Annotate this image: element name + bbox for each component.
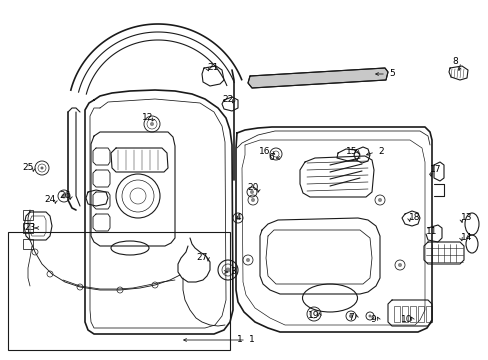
- Bar: [23, 210, 33, 220]
- Circle shape: [250, 198, 254, 202]
- Circle shape: [236, 216, 240, 220]
- Text: 4: 4: [235, 213, 240, 222]
- Text: 3: 3: [230, 267, 235, 276]
- Text: 12: 12: [142, 113, 153, 122]
- Bar: [23, 223, 33, 233]
- Text: 26: 26: [59, 192, 71, 201]
- Circle shape: [397, 263, 401, 267]
- Bar: [23, 239, 33, 249]
- Text: 24: 24: [44, 195, 56, 204]
- Text: 18: 18: [408, 213, 420, 222]
- Text: 2: 2: [377, 148, 383, 157]
- Text: 8: 8: [451, 58, 457, 67]
- Bar: [8, 232, 229, 350]
- Circle shape: [61, 193, 66, 198]
- Text: 10: 10: [401, 315, 412, 324]
- Text: 13: 13: [460, 213, 472, 222]
- Text: 22: 22: [222, 95, 233, 104]
- Bar: [417, 306, 423, 322]
- Text: 27: 27: [196, 253, 207, 262]
- Text: 5: 5: [388, 69, 394, 78]
- Bar: [401, 306, 407, 322]
- Circle shape: [245, 258, 249, 262]
- Circle shape: [377, 198, 381, 202]
- Text: 23: 23: [24, 224, 36, 233]
- Text: 14: 14: [460, 234, 472, 243]
- Circle shape: [249, 190, 253, 194]
- Circle shape: [368, 315, 371, 318]
- Text: 15: 15: [346, 148, 357, 157]
- Text: 25: 25: [22, 163, 34, 172]
- Bar: [409, 306, 415, 322]
- Polygon shape: [247, 68, 387, 88]
- Text: 1: 1: [248, 336, 254, 345]
- Text: 1: 1: [237, 336, 243, 345]
- Text: 16: 16: [259, 148, 270, 157]
- Text: 6: 6: [267, 153, 273, 162]
- Circle shape: [150, 122, 154, 126]
- Bar: [425, 306, 431, 322]
- Circle shape: [225, 267, 230, 273]
- Text: 11: 11: [426, 228, 437, 237]
- Circle shape: [348, 314, 352, 318]
- Text: 7: 7: [347, 314, 353, 323]
- Text: 17: 17: [429, 166, 441, 175]
- Text: 9: 9: [369, 315, 375, 324]
- Bar: [393, 306, 399, 322]
- Text: 19: 19: [307, 311, 319, 320]
- Text: 21: 21: [207, 63, 218, 72]
- Circle shape: [41, 166, 43, 170]
- Text: 20: 20: [247, 184, 258, 193]
